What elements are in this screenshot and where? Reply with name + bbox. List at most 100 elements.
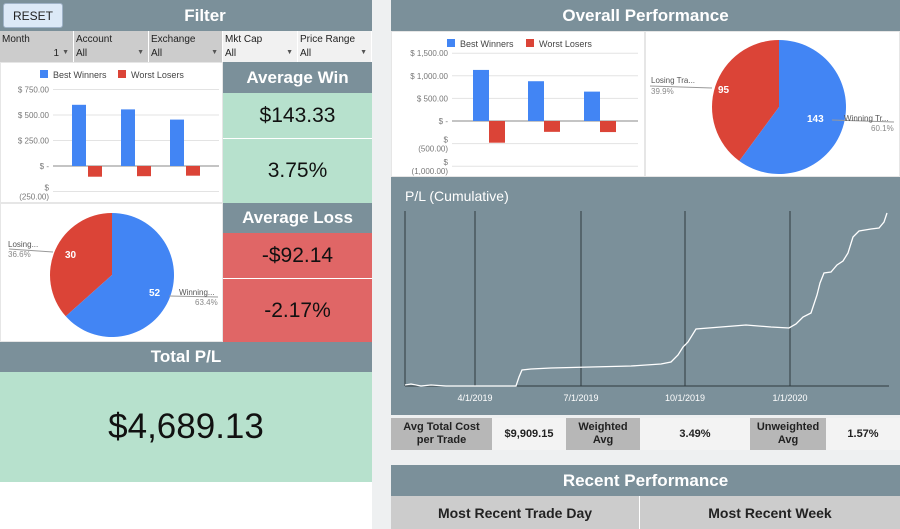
y-tick-label: $ 250.00 (18, 137, 50, 146)
pie-losing-pct: 39.9% (651, 87, 674, 96)
filter-mktcap-value: All (225, 48, 237, 59)
chevron-down-icon: ▼ (360, 49, 367, 56)
x-tick-label: 4/1/2019 (457, 393, 492, 403)
reset-button[interactable]: RESET (3, 3, 63, 28)
pie-losing-label: Losing... (8, 240, 38, 249)
y-tick-label: $ (444, 158, 449, 167)
pie-slice-losing (49, 213, 112, 317)
bar-best-winner (72, 104, 86, 166)
y-tick-label: (500.00) (418, 145, 448, 154)
average-win-percent: 3.75% (223, 139, 372, 203)
cumulative-pl-chart: P/L (Cumulative) 4/1/2019 7/1/2019 10/1/20… (391, 177, 900, 415)
bar-worst-loser (88, 166, 102, 177)
pie-winning-pct: 63.4% (195, 298, 218, 307)
pie-winning-label: Winning... (179, 288, 215, 297)
unweighted-avg-label: Unweighted Avg (750, 418, 826, 450)
x-tick-label: 7/1/2019 (563, 393, 598, 403)
avg-total-cost-value: $9,909.15 (492, 418, 566, 450)
average-win-title: Average Win (223, 62, 372, 93)
total-pl-title: Total P/L (0, 342, 372, 372)
y-tick-label: $ 1,000.00 (410, 72, 448, 81)
pie-losing-leader (649, 85, 713, 89)
bar-worst-loser (600, 121, 616, 133)
chevron-down-icon: ▼ (62, 49, 69, 56)
weighted-avg-label: Weighted Avg (566, 418, 640, 450)
pie-winning-label: Winning Tr... (844, 114, 888, 123)
average-win-amount: $143.33 (223, 93, 372, 139)
legend-best-label: Best Winners (53, 70, 107, 80)
filter-price-range-value: All (300, 48, 312, 59)
total-pl-value: $4,689.13 (0, 372, 372, 482)
left-bottom-blank (0, 482, 372, 529)
filter-mktcap[interactable]: Mkt Cap All ▼ (223, 31, 298, 62)
filter-month-label: Month (2, 34, 30, 45)
x-tick-label: 1/1/2020 (772, 393, 807, 403)
bar-worst-loser (137, 166, 151, 177)
bar-best-winner (473, 69, 489, 121)
bar-worst-loser (544, 121, 560, 132)
filter-title: Filter (184, 5, 226, 25)
overall-bar-chart-svg: Best Winners Worst Losers $ 1,500.00 $ 1,… (410, 39, 638, 176)
filter-price-range-label: Price Range (300, 34, 356, 45)
y-tick-label: $ (444, 136, 449, 145)
pie-losing-leader (8, 248, 54, 253)
left-bar-chart: Best Winners Worst Losers $ 750.00 $ 500.… (0, 62, 223, 203)
cumulative-pl-svg: P/L (Cumulative) 4/1/2019 7/1/2019 10/1/20… (404, 188, 889, 403)
legend-swatch-worst (118, 70, 126, 78)
pie-losing-pct: 36.6% (8, 250, 31, 259)
left-pie-chart: 30 52 Losing... 36.6% Winning... 63.4% (0, 203, 223, 342)
filter-exchange-value: All (151, 48, 163, 59)
overall-pie-chart: 95 143 Losing Tra... 39.9% Winning Tr...… (645, 31, 900, 177)
cumulative-title: P/L (Cumulative) (405, 188, 509, 204)
column-gap (372, 0, 391, 529)
bar-worst-loser (186, 166, 200, 176)
filter-account-label: Account (76, 34, 113, 45)
filter-account[interactable]: Account All ▼ (74, 31, 149, 62)
filter-exchange[interactable]: Exchange All ▼ (149, 31, 223, 62)
filter-exchange-label: Exchange (151, 34, 196, 45)
pie-losing-value: 30 (65, 250, 77, 261)
pie-winning-value: 52 (149, 288, 161, 299)
pie-losing-value: 95 (718, 85, 730, 96)
left-bar-chart-svg: Best Winners Worst Losers $ 750.00 $ 500.… (18, 70, 219, 202)
bar-worst-loser (489, 121, 505, 143)
pie-slice-winning (739, 40, 846, 174)
y-tick-label: (1,000.00) (412, 167, 449, 176)
chevron-down-icon: ▼ (211, 49, 218, 56)
right-column: Overall Performance Best Winners Worst L… (391, 0, 900, 529)
legend-worst-label: Worst Losers (131, 70, 184, 80)
bar-best-winner (170, 119, 184, 166)
filter-price-range[interactable]: Price Range All ▼ (298, 31, 372, 62)
legend-best-label: Best Winners (460, 39, 514, 49)
weighted-avg-value: 3.49% (640, 418, 750, 450)
y-tick-label: $ 500.00 (417, 94, 449, 103)
chevron-down-icon: ▼ (286, 49, 293, 56)
recent-col-week: Most Recent Week (640, 496, 900, 529)
filter-account-value: All (76, 48, 88, 59)
average-loss-amount: -$92.14 (223, 233, 372, 279)
stats-row: Avg Total Cost per Trade $9,909.15 Weigh… (391, 418, 900, 450)
pie-winning-pct: 60.1% (871, 124, 894, 133)
y-tick-label: $ 1,500.00 (410, 49, 448, 58)
y-tick-label: $ - (439, 117, 449, 126)
bar-best-winner (584, 91, 600, 121)
legend-swatch-best (447, 39, 455, 47)
average-loss-title: Average Loss (223, 203, 372, 233)
y-tick-label: $ (45, 184, 50, 193)
legend-worst-label: Worst Losers (539, 39, 592, 49)
filter-month[interactable]: Month 1 ▼ (0, 31, 74, 62)
average-loss-percent: -2.17% (223, 279, 372, 342)
overall-pie-svg: 95 143 Losing Tra... 39.9% Winning Tr...… (649, 40, 895, 174)
y-tick-label: $ - (40, 162, 50, 171)
pie-winning-value: 143 (807, 114, 824, 125)
cumulative-line (404, 212, 888, 387)
legend-swatch-best (40, 70, 48, 78)
recent-col-trade-day: Most Recent Trade Day (391, 496, 640, 529)
y-tick-label: (250.00) (19, 193, 49, 202)
y-tick-label: $ 750.00 (18, 86, 50, 95)
avg-total-cost-label: Avg Total Cost per Trade (391, 418, 492, 450)
filter-mktcap-label: Mkt Cap (225, 34, 263, 45)
bar-best-winner (528, 81, 544, 121)
chevron-down-icon: ▼ (137, 49, 144, 56)
left-pie-svg: 30 52 Losing... 36.6% Winning... 63.4% (8, 213, 219, 337)
